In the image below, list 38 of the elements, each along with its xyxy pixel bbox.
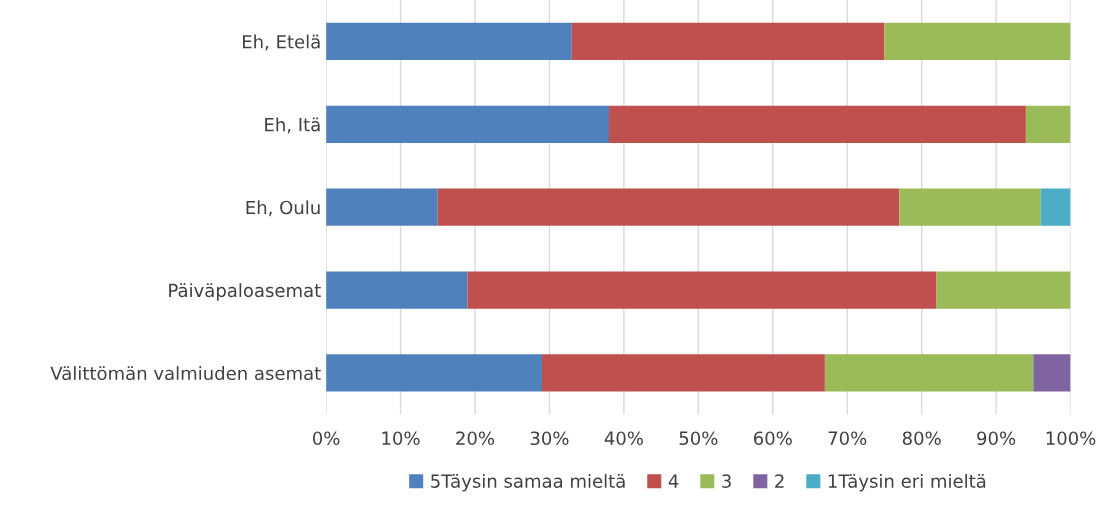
x-tick-label: 70% [828,431,867,446]
x-tick-label: 10% [382,431,420,446]
bar [326,22,572,61]
x-tick-label: 40% [604,431,643,446]
x-tick-label: 30% [530,431,569,446]
bar [571,22,885,61]
y-tick-label: Päiväpaloasemat [169,283,321,301]
bar [884,22,1071,61]
y-tick-label: Eh, Oulu [246,200,320,217]
x-tick-label: 80% [902,431,941,446]
x-tick-label: 60% [753,431,792,446]
bar [326,105,609,143]
bar [1033,354,1071,392]
legend-label: 2 [775,474,784,488]
x-tick-label: 0% [312,431,340,446]
bar [608,105,1026,143]
y-tick-label: Välittömän valmiuden asemat [50,366,321,381]
bar [467,271,937,309]
bar [326,354,542,392]
bar [437,188,900,226]
x-tick-label: 20% [456,431,495,446]
y-tick-label: Eh, Etelä [243,34,320,51]
legend-label: 4 [668,474,679,488]
legend-label: 5Täysin samaa mieltä [431,473,625,492]
bar [1025,105,1071,143]
bar [824,354,1034,392]
bar [326,188,438,226]
legend-label: 1Täysin eri mieltä [828,473,986,492]
x-tick-label: 100% [1046,431,1096,446]
legend-label: 3 [722,474,731,488]
bar [541,354,825,392]
bar [899,188,1041,226]
bar [936,271,1071,309]
x-tick-label: 50% [679,431,718,446]
bar [326,271,468,309]
bar [1040,188,1071,226]
x-tick-label: 90% [977,431,1016,446]
y-tick-label: Eh, Itä [265,117,320,134]
